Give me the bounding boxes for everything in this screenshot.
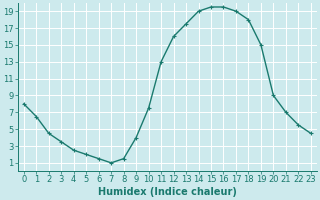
X-axis label: Humidex (Indice chaleur): Humidex (Indice chaleur) bbox=[98, 187, 237, 197]
